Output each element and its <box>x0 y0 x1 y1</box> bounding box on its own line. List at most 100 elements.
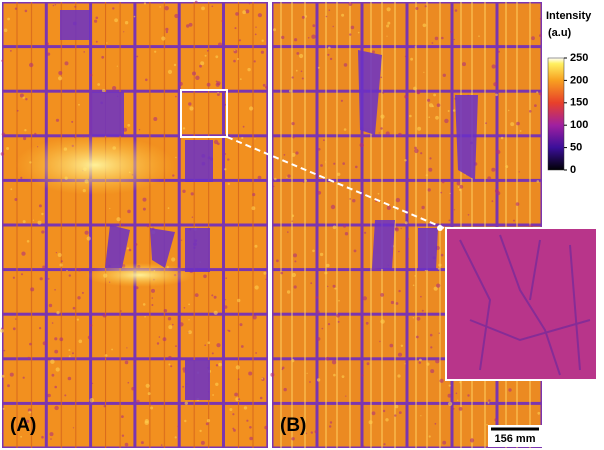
speck <box>174 436 177 439</box>
colorbar-tick-label: 100 <box>570 119 588 131</box>
speck <box>296 52 300 55</box>
speck <box>495 93 498 97</box>
speck <box>385 131 390 136</box>
speck <box>188 22 193 27</box>
speck <box>452 109 456 112</box>
speck <box>194 0 198 4</box>
dark-regions <box>60 10 478 400</box>
speck <box>359 142 364 148</box>
speck <box>54 289 56 291</box>
speck <box>83 51 85 53</box>
speck <box>252 193 256 197</box>
speck <box>400 227 402 230</box>
speck <box>261 377 264 380</box>
speck <box>174 13 179 19</box>
speck <box>416 89 421 94</box>
speck <box>291 152 296 157</box>
speck <box>16 109 19 112</box>
speck <box>242 10 247 15</box>
speck <box>189 106 194 111</box>
speck <box>254 244 258 248</box>
speck <box>301 77 304 80</box>
speck <box>136 55 139 58</box>
speck <box>165 27 169 31</box>
speck <box>380 319 385 324</box>
speck <box>496 149 501 155</box>
speck <box>454 9 458 12</box>
colorbar <box>547 57 565 171</box>
speck <box>237 398 241 401</box>
speck <box>14 7 18 10</box>
speck <box>89 398 95 403</box>
speck <box>28 410 32 414</box>
speck <box>302 181 305 183</box>
speck <box>239 78 242 80</box>
speck <box>59 337 64 342</box>
speck <box>450 30 453 34</box>
speck <box>291 272 296 278</box>
speck <box>154 50 157 53</box>
speck <box>225 299 227 301</box>
speck <box>237 58 239 60</box>
speck <box>325 15 328 18</box>
speck <box>126 247 130 250</box>
inset-texture <box>459 234 591 376</box>
speck <box>332 284 336 288</box>
speck <box>398 250 400 253</box>
speck <box>435 115 439 120</box>
speck <box>50 359 55 364</box>
speck <box>338 299 340 302</box>
speck <box>418 223 421 226</box>
speck <box>175 156 177 159</box>
speck <box>413 86 417 91</box>
speck <box>539 17 542 20</box>
speck <box>421 309 424 312</box>
speck <box>430 369 435 374</box>
speck <box>227 329 229 331</box>
speck <box>418 361 422 364</box>
speck <box>171 257 176 262</box>
speck <box>334 287 337 290</box>
speck <box>206 49 209 52</box>
speck <box>441 36 444 40</box>
colorbar-tick-label: 150 <box>570 97 588 109</box>
speck <box>26 240 30 243</box>
speck <box>237 378 240 380</box>
speck <box>168 325 173 330</box>
speck <box>397 352 403 357</box>
speck <box>355 165 358 169</box>
bright-region <box>85 263 195 287</box>
speck <box>439 378 444 383</box>
speck <box>247 67 251 72</box>
speck <box>164 6 169 11</box>
bright-region <box>15 135 175 195</box>
speck <box>515 202 520 206</box>
speck <box>513 219 515 222</box>
speck <box>145 383 150 388</box>
speck <box>243 406 248 410</box>
speck <box>122 223 125 227</box>
speck <box>102 313 107 318</box>
speck <box>263 271 267 275</box>
speck <box>151 297 154 299</box>
speck <box>151 304 154 306</box>
speck <box>144 419 149 424</box>
speck <box>406 237 410 240</box>
speck <box>255 26 257 28</box>
speck <box>281 402 284 405</box>
speck <box>291 214 295 218</box>
speck <box>505 165 509 169</box>
speck <box>420 415 422 417</box>
speck <box>309 381 311 383</box>
speck <box>87 335 92 340</box>
speck <box>254 285 259 290</box>
speck <box>68 355 71 358</box>
speck <box>529 110 532 113</box>
speck <box>310 282 313 285</box>
speck <box>32 219 35 221</box>
speck <box>20 176 23 179</box>
speck <box>9 372 14 377</box>
speck <box>398 132 402 137</box>
speck <box>170 365 173 368</box>
speck <box>51 322 54 324</box>
